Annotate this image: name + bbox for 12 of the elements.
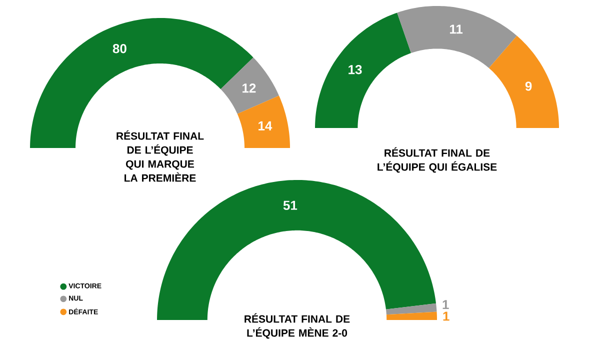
text: RÉSULTAT FINAL DE L’ÉQUIPE QUI MARQUE LA PREMIÈRE [116, 130, 204, 182]
data-label: 13 [348, 64, 362, 74]
data-label: 11 [450, 24, 463, 34]
text: RÉSULTAT FINAL DE L’ÉQUIPE QUI ÉGALISE [378, 147, 497, 173]
data-label: 14 [258, 121, 272, 130]
data-label: 1 [443, 312, 450, 321]
data-label: 1 [442, 300, 449, 310]
data-label: 80 [112, 44, 126, 54]
data-label: 12 [242, 84, 256, 93]
data-label: 51 [283, 200, 298, 210]
data-label: 9 [525, 82, 532, 91]
text: RÉSULTAT FINAL DE L’ÉQUIPE MÈNE 2-0 [244, 313, 350, 339]
